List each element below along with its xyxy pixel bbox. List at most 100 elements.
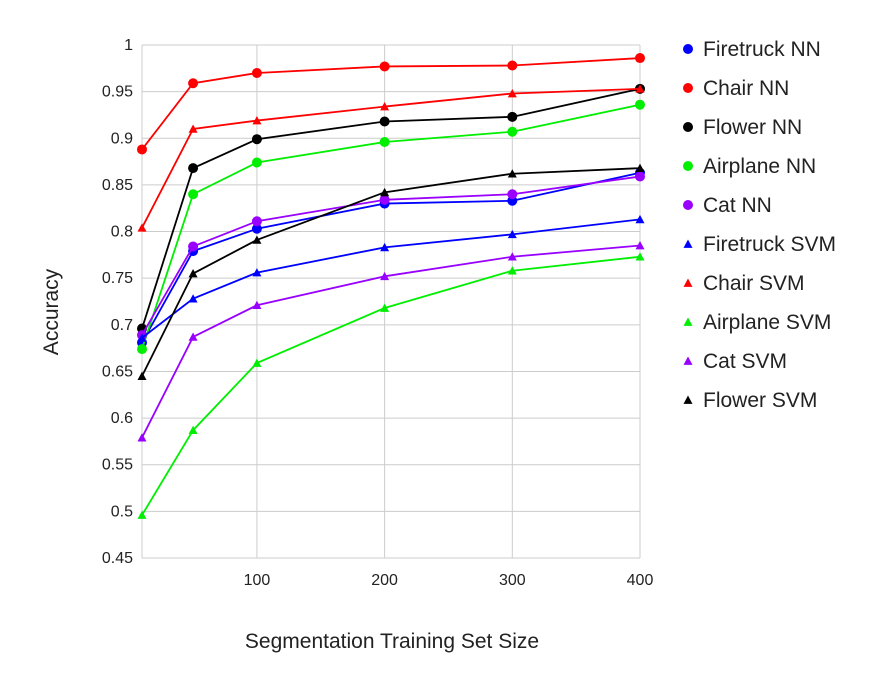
data-point: [635, 214, 645, 224]
data-point: [137, 510, 147, 519]
legend-item: Firetruck NN: [683, 38, 821, 61]
series-chair-svm: [137, 84, 645, 232]
legend-item: Cat NN: [683, 194, 772, 217]
legend-label: Cat SVM: [703, 350, 787, 373]
data-point: [188, 332, 198, 341]
legend-marker: [683, 278, 693, 287]
data-point: [252, 300, 262, 310]
legend-label: Airplane SVM: [703, 311, 831, 334]
data-point: [137, 223, 147, 232]
series-line: [141, 57, 641, 151]
data-point: [137, 344, 147, 355]
data-point: [251, 223, 262, 234]
data-point: [635, 171, 645, 182]
data-point: [507, 89, 517, 98]
series-firetruck-svm: [137, 214, 645, 342]
data-point: [252, 358, 262, 367]
legend-marker: [683, 317, 693, 326]
data-point: [507, 189, 518, 200]
series-lines: [137, 53, 645, 519]
data-point: [188, 294, 198, 303]
x-axis-ticks: 100 200 300 400: [244, 572, 654, 589]
series-line: [141, 87, 641, 229]
y-tick-label: 0.9: [111, 130, 133, 147]
data-point: [635, 241, 645, 250]
data-point: [137, 333, 147, 342]
legend-marker: [683, 395, 693, 404]
legend-item: Flower SVM: [683, 389, 817, 412]
data-point: [635, 84, 645, 93]
data-point: [507, 169, 517, 178]
data-point: [188, 241, 199, 252]
data-point: [507, 111, 518, 122]
data-point: [251, 134, 262, 145]
legend: Firetruck NN Chair NN Flower NN Airplane NN…: [683, 38, 836, 412]
legend-item: Firetruck SVM: [683, 233, 836, 256]
y-axis-ticks: 0.45 0.5 0.55 0.6 0.65 0.7 0.75 0.8 0.85 0.9 0.95 1: [102, 37, 133, 567]
data-point: [137, 371, 147, 380]
series-line: [141, 244, 641, 439]
data-point: [251, 157, 262, 168]
data-point: [252, 116, 262, 125]
data-point: [380, 102, 390, 111]
legend-marker: [683, 83, 693, 93]
series-line: [141, 87, 641, 329]
data-point: [251, 216, 262, 227]
y-tick-label: 0.85: [102, 177, 133, 194]
data-point: [507, 126, 518, 137]
data-point: [379, 137, 390, 148]
legend-item: Chair NN: [683, 77, 789, 100]
data-point: [188, 189, 199, 200]
y-tick-label: 0.6: [111, 410, 133, 427]
data-point: [507, 60, 518, 71]
series-line: [141, 167, 641, 377]
series-line: [141, 103, 641, 350]
y-tick-label: 0.65: [102, 363, 133, 380]
data-point: [380, 303, 390, 312]
series-line: [141, 218, 641, 339]
data-point: [188, 269, 198, 278]
data-point: [137, 433, 147, 442]
data-point: [379, 61, 390, 72]
x-tick-label: 400: [627, 572, 654, 589]
data-point: [635, 99, 645, 110]
legend-item: Chair SVM: [683, 272, 805, 295]
data-point: [380, 271, 390, 281]
y-tick-label: 0.7: [111, 317, 133, 334]
y-tick-label: 1: [124, 37, 133, 54]
series-airplane-svm: [137, 252, 645, 519]
data-point: [507, 229, 517, 239]
legend-marker: [683, 44, 693, 54]
data-point: [252, 235, 262, 244]
x-axis-title: Segmentation Training Set Size: [245, 630, 539, 653]
series-flower-svm: [137, 163, 645, 380]
series-chair-nn: [137, 53, 645, 155]
data-point: [635, 53, 645, 64]
legend-label: Firetruck NN: [703, 38, 821, 61]
legend-marker: [683, 356, 693, 365]
legend-marker: [683, 161, 693, 171]
legend-marker: [683, 239, 693, 248]
x-tick-label: 200: [371, 572, 398, 589]
data-point: [635, 252, 645, 261]
legend-item: Airplane NN: [683, 155, 816, 178]
legend-item: Airplane SVM: [683, 311, 831, 334]
series-flower-nn: [137, 83, 645, 334]
y-tick-label: 0.75: [102, 270, 133, 287]
data-point: [188, 124, 198, 133]
data-point: [635, 163, 645, 172]
legend-label: Chair SVM: [703, 272, 805, 295]
legend-item: Flower NN: [683, 116, 802, 139]
x-tick-label: 100: [244, 572, 271, 589]
data-point: [507, 266, 517, 275]
data-point: [380, 187, 390, 197]
series-cat-nn: [137, 171, 645, 341]
y-tick-label: 0.95: [102, 84, 133, 101]
data-point: [252, 268, 262, 277]
y-axis-title: Accuracy: [40, 268, 63, 355]
y-tick-label: 0.5: [111, 503, 133, 520]
y-tick-label: 0.55: [102, 457, 133, 474]
legend-label: Chair NN: [703, 77, 789, 100]
y-tick-label: 0.8: [111, 224, 133, 241]
data-point: [137, 144, 147, 155]
